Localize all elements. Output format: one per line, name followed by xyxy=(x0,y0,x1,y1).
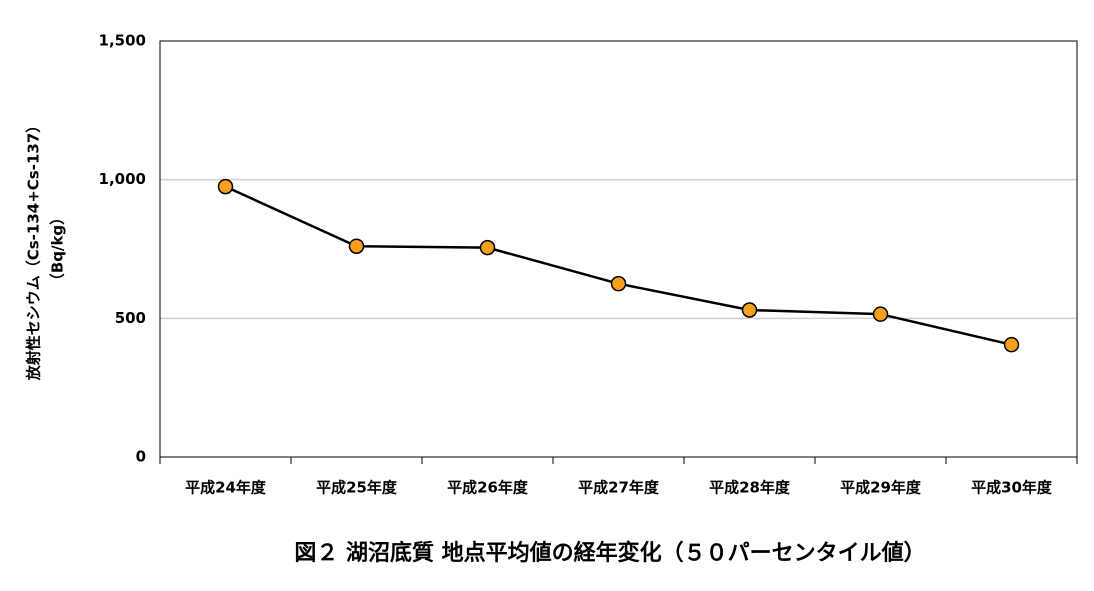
data-point xyxy=(610,275,627,292)
y-tick-label: 1,000 xyxy=(99,170,146,188)
y-tick-label: 500 xyxy=(115,309,146,327)
x-tick-label: 平成29年度 xyxy=(840,479,922,497)
data-point xyxy=(1003,336,1020,353)
y-tick-label: 1,500 xyxy=(99,32,146,50)
chart-title: 図２ 湖沼底質 地点平均値の経年変化（５０パーセンタイル値） xyxy=(294,540,925,566)
data-point xyxy=(479,239,496,256)
data-point xyxy=(741,302,758,318)
x-tick-label: 平成27年度 xyxy=(578,479,660,497)
x-tick-label: 平成24年度 xyxy=(185,479,267,497)
series-line xyxy=(224,185,1012,346)
x-tick-label: 平成25年度 xyxy=(316,479,398,497)
x-tick-label: 平成30年度 xyxy=(971,479,1053,497)
x-tick-label: 平成26年度 xyxy=(447,479,529,497)
data-point xyxy=(348,238,365,254)
data-point xyxy=(217,178,234,195)
plot-border xyxy=(159,40,1078,458)
y-axis-label: 放射性セシウム（Cs-134+Cs-137） （Bq/kg） xyxy=(25,118,67,382)
y-label-line: 放射性セシウム（Cs-134+Cs-137） xyxy=(25,118,43,382)
y-label-line: （Bq/kg） xyxy=(49,210,67,288)
y-tick-label: 0 xyxy=(136,448,146,466)
data-point xyxy=(872,306,889,322)
x-tick-label: 平成28年度 xyxy=(709,479,791,497)
